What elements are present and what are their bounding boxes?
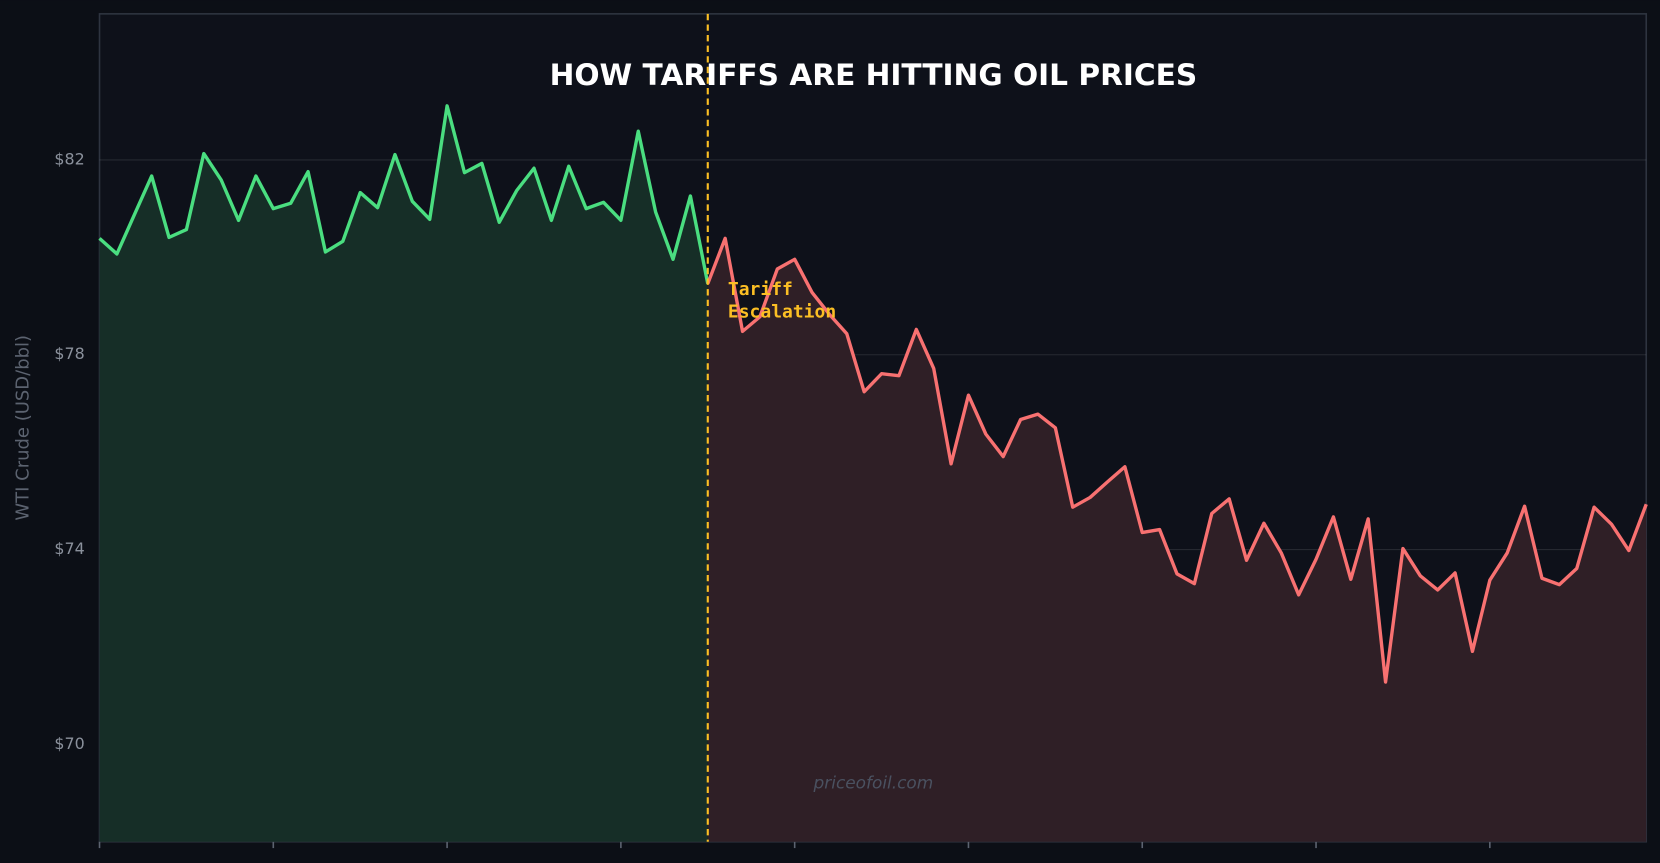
- y-tick-label: $70: [54, 734, 84, 753]
- watermark: priceofoil.com: [813, 773, 934, 793]
- series-line: [98, 104, 710, 284]
- y-axis-label: WTI Crude (USD/bbl): [12, 335, 33, 521]
- series-line: [706, 236, 1648, 684]
- series-area: [99, 105, 708, 842]
- annotation-text: Tariff: [728, 279, 793, 300]
- annotation-text: Escalation: [728, 301, 836, 322]
- y-tick-label: $74: [54, 539, 84, 558]
- y-tick-label: $78: [54, 344, 84, 363]
- chart-title: HOW TARIFFS ARE HITTING OIL PRICES: [550, 57, 1198, 92]
- y-tick-label: $82: [54, 149, 84, 168]
- series-area: [707, 238, 1647, 842]
